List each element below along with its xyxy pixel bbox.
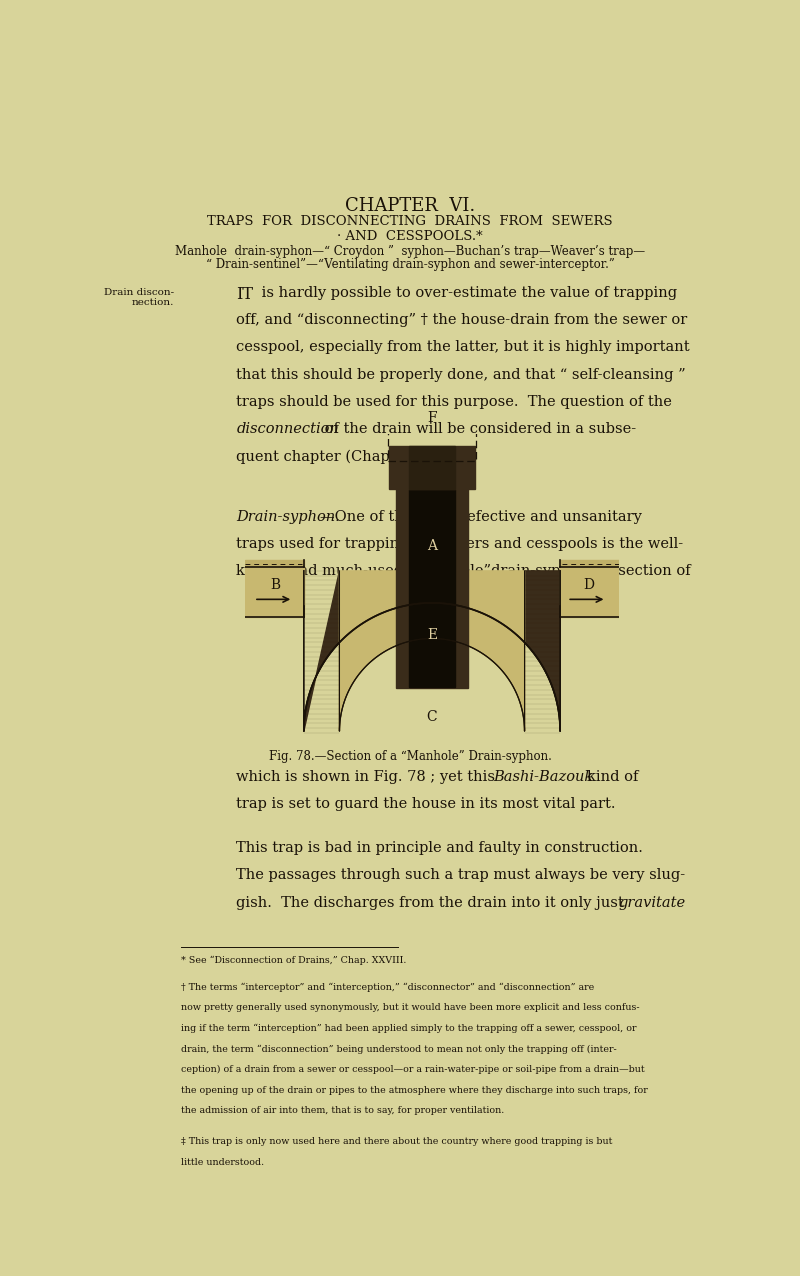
Text: traps should be used for this purpose.  The question of the: traps should be used for this purpose. T… — [237, 396, 672, 410]
Text: TRAPS  FOR  DISCONNECTING  DRAINS  FROM  SEWERS: TRAPS FOR DISCONNECTING DRAINS FROM SEWE… — [207, 216, 613, 228]
Polygon shape — [560, 568, 619, 618]
Text: now pretty generally used synonymously, but it would have been more explicit and: now pretty generally used synonymously, … — [181, 1003, 639, 1012]
Text: E: E — [427, 628, 437, 642]
Text: drain, the term “disconnection” being understood to mean not only the trapping o: drain, the term “disconnection” being un… — [181, 1045, 616, 1054]
Text: is hardly possible to over-estimate the value of trapping: is hardly possible to over-estimate the … — [257, 286, 677, 300]
Text: gish.  The discharges from the drain into it only just: gish. The discharges from the drain into… — [237, 896, 624, 910]
Text: Drain-syphon.: Drain-syphon. — [237, 509, 340, 523]
Text: ing if the term “interception” had been applied simply to the trapping off a sew: ing if the term “interception” had been … — [181, 1023, 636, 1034]
Text: gravitate: gravitate — [619, 896, 686, 910]
Text: * See “Disconnection of Drains,” Chap. XXVIII.: * See “Disconnection of Drains,” Chap. X… — [181, 956, 406, 965]
Text: the opening up of the drain or pipes to the atmosphere where they discharge into: the opening up of the drain or pipes to … — [181, 1086, 647, 1095]
Text: —One of the most defective and unsanitary: —One of the most defective and unsanitar… — [320, 509, 642, 523]
Text: IT: IT — [237, 286, 254, 302]
Text: C: C — [426, 709, 438, 723]
Text: D: D — [583, 578, 594, 592]
Text: the admission of air into them, that is to say, for proper ventilation.: the admission of air into them, that is … — [181, 1106, 504, 1115]
Text: which is shown in Fig. 78 ; yet this: which is shown in Fig. 78 ; yet this — [237, 771, 495, 785]
Text: CHAPTER  VI.: CHAPTER VI. — [345, 198, 475, 216]
Text: Fig. 78.—Section of a “Manhole” Drain-syphon.: Fig. 78.—Section of a “Manhole” Drain-sy… — [269, 750, 551, 763]
Polygon shape — [304, 570, 560, 731]
Polygon shape — [560, 560, 619, 606]
Polygon shape — [397, 457, 467, 688]
Text: F: F — [427, 411, 437, 425]
Text: This trap is bad in principle and faulty in construction.: This trap is bad in principle and faulty… — [237, 841, 643, 855]
Text: quent chapter (Chap. XXVIII.).: quent chapter (Chap. XXVIII.). — [237, 449, 463, 464]
Polygon shape — [390, 447, 474, 489]
Text: A: A — [427, 538, 437, 553]
Text: that this should be properly done, and that “ self-cleansing ”: that this should be properly done, and t… — [237, 367, 686, 382]
Text: B: B — [270, 578, 281, 592]
Text: off, and “disconnecting” † the house-drain from the sewer or: off, and “disconnecting” † the house-dra… — [237, 313, 688, 327]
Text: traps used for trapping off sewers and cesspools is the well-: traps used for trapping off sewers and c… — [237, 537, 683, 551]
Text: cesspool, especially from the latter, but it is highly important: cesspool, especially from the latter, bu… — [237, 341, 690, 355]
Text: known and much-used “ manhole”drain-syphon,‡ a section of: known and much-used “ manhole”drain-syph… — [237, 564, 691, 578]
Polygon shape — [409, 489, 455, 686]
Text: disconnection: disconnection — [237, 422, 339, 436]
Text: “ Drain-sentinel”—“Ventilating drain-syphon and sewer-interceptor.”: “ Drain-sentinel”—“Ventilating drain-syp… — [206, 258, 614, 272]
Text: ception) of a drain from a sewer or cesspool—or a rain-water-pipe or soil-pipe f: ception) of a drain from a sewer or cess… — [181, 1065, 644, 1074]
Text: of the drain will be considered in a subse-: of the drain will be considered in a sub… — [320, 422, 636, 436]
Text: The passages through such a trap must always be very slug-: The passages through such a trap must al… — [237, 869, 686, 883]
Text: Drain discon-
nection.: Drain discon- nection. — [104, 287, 174, 308]
Text: · AND  CESSPOOLS.*: · AND CESSPOOLS.* — [337, 230, 483, 242]
Text: Manhole  drain-syphon—“ Croydon ”  syphon—Buchan’s trap—Weaver’s trap—: Manhole drain-syphon—“ Croydon ” syphon—… — [175, 245, 645, 259]
Polygon shape — [245, 568, 304, 618]
Text: † The terms “interceptor” and “interception,” “disconnector” and “disconnection”: † The terms “interceptor” and “intercept… — [181, 983, 594, 991]
Text: trap is set to guard the house in its most vital part.: trap is set to guard the house in its mo… — [237, 798, 616, 812]
Text: little understood.: little understood. — [181, 1159, 264, 1168]
Polygon shape — [339, 570, 525, 731]
Text: ‡ This trap is only now used here and there about the country where good trappin: ‡ This trap is only now used here and th… — [181, 1137, 612, 1146]
Polygon shape — [245, 560, 304, 606]
Polygon shape — [409, 447, 455, 489]
Text: Bashi-Bazouk: Bashi-Bazouk — [494, 771, 594, 785]
Text: kind of: kind of — [586, 771, 638, 785]
